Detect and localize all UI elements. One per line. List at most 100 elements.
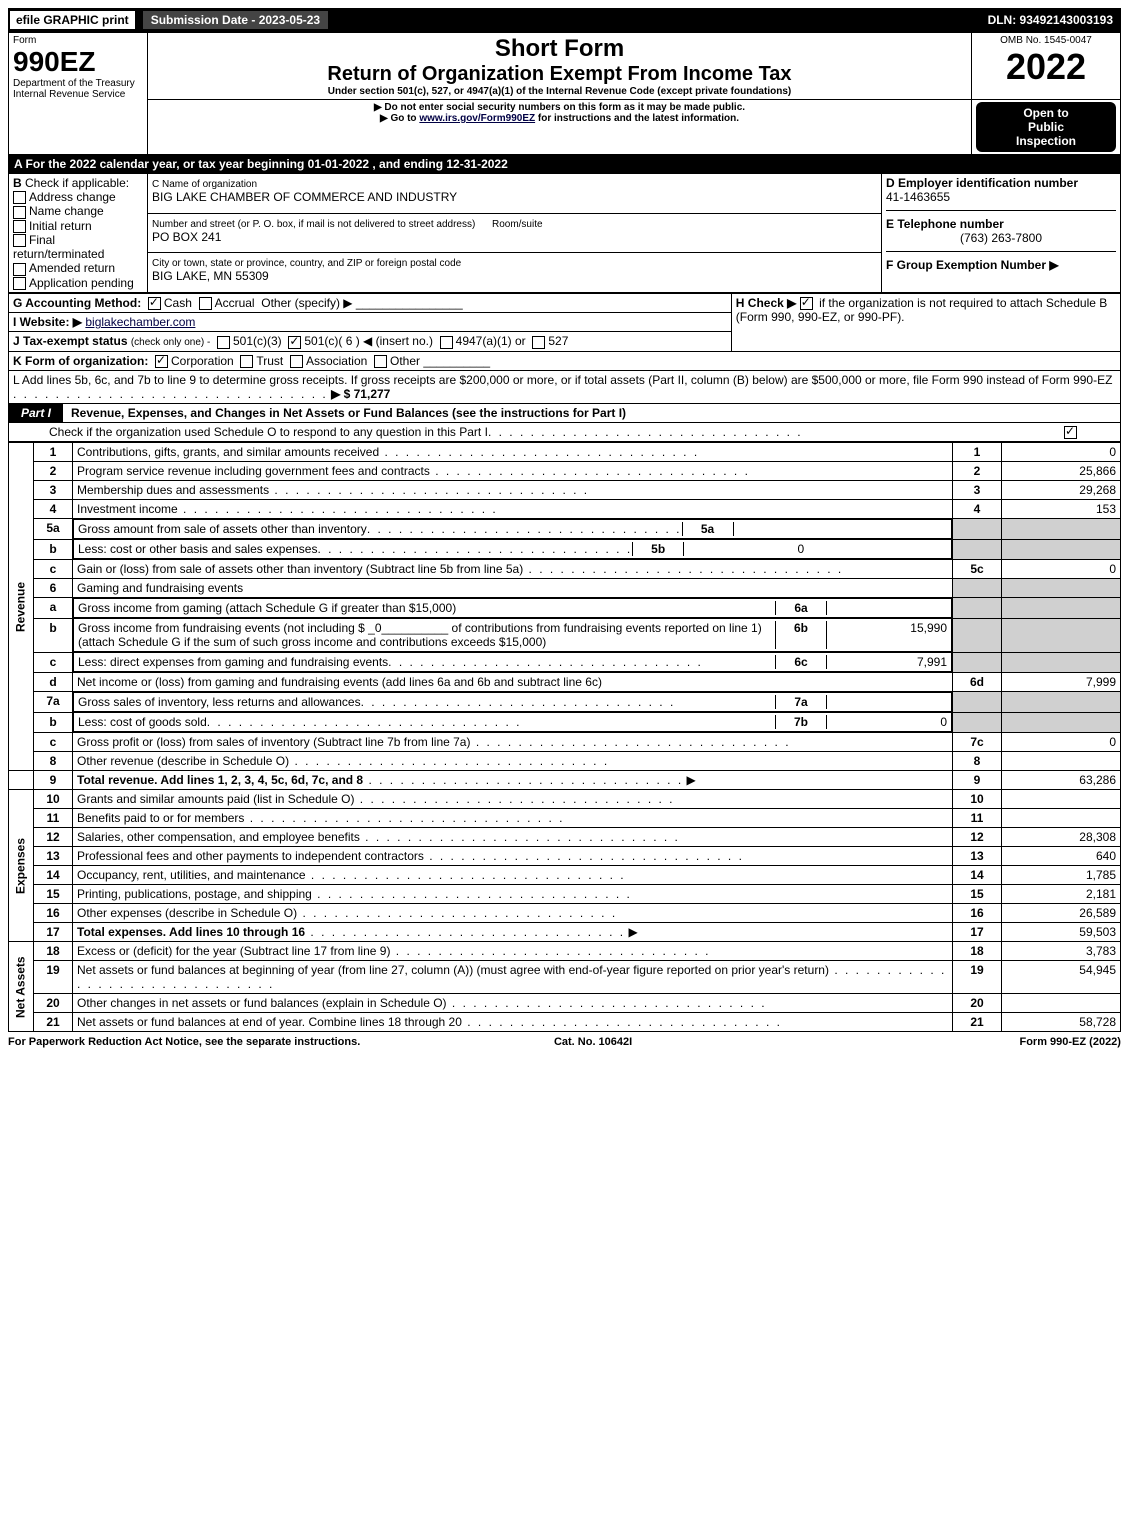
line-3-amt: 29,268 bbox=[1002, 481, 1121, 500]
return-title: Return of Organization Exempt From Incom… bbox=[152, 63, 967, 86]
check-if-applicable: Check if applicable: bbox=[25, 176, 129, 190]
ein-value: 41-1463655 bbox=[886, 190, 1116, 204]
box-h-label: H Check ▶ bbox=[736, 296, 797, 310]
checkbox-addr-change[interactable] bbox=[13, 191, 26, 204]
line-5b-desc: Less: cost or other basis and sales expe… bbox=[78, 542, 317, 556]
line-16-box: 16 bbox=[953, 904, 1002, 923]
checkbox-initial[interactable] bbox=[13, 220, 26, 233]
line-6a-inneramt bbox=[827, 601, 947, 615]
checkbox-trust[interactable] bbox=[240, 355, 253, 368]
line-3-desc: Membership dues and assessments bbox=[77, 483, 269, 497]
under-section: Under section 501(c), 527, or 4947(a)(1)… bbox=[152, 86, 967, 97]
line-17-num: 17 bbox=[34, 923, 73, 942]
accounting-table: G Accounting Method: Cash Accrual Other … bbox=[8, 293, 1121, 352]
final-return-label: Final return/terminated bbox=[13, 233, 104, 261]
line-19-desc: Net assets or fund balances at beginning… bbox=[77, 963, 829, 977]
dln-number: DLN: 93492143003193 bbox=[988, 13, 1121, 27]
line-6b-inneramt: 15,990 bbox=[827, 621, 947, 649]
checkbox-other-org[interactable] bbox=[374, 355, 387, 368]
line-18-num: 18 bbox=[34, 942, 73, 961]
line-4-num: 4 bbox=[34, 500, 73, 519]
line-11-desc: Benefits paid to or for members bbox=[77, 811, 244, 825]
line-16-amt: 26,589 bbox=[1002, 904, 1121, 923]
line-20-box: 20 bbox=[953, 994, 1002, 1013]
assoc-label: Association bbox=[306, 354, 367, 368]
no-ssn-note: ▶ Do not enter social security numbers o… bbox=[152, 102, 967, 113]
expenses-section-label: Expenses bbox=[9, 790, 34, 942]
name-change-label: Name change bbox=[29, 204, 104, 218]
line-5c-amt: 0 bbox=[1002, 560, 1121, 579]
opt-501c: 501(c)( 6 ) ◀ (insert no.) bbox=[304, 334, 433, 348]
accrual-label: Accrual bbox=[215, 296, 255, 310]
line-6d-desc: Net income or (loss) from gaming and fun… bbox=[77, 675, 602, 689]
checkbox-501c3[interactable] bbox=[217, 336, 230, 349]
line-6a-desc: Gross income from gaming (attach Schedul… bbox=[78, 601, 456, 615]
line-4-box: 4 bbox=[953, 500, 1002, 519]
room-label: Room/suite bbox=[492, 219, 543, 230]
website-link[interactable]: biglakechamber.com bbox=[85, 315, 195, 329]
corp-label: Corporation bbox=[171, 354, 234, 368]
checkbox-assoc[interactable] bbox=[290, 355, 303, 368]
line-8-amt bbox=[1002, 752, 1121, 771]
line-13-desc: Professional fees and other payments to … bbox=[77, 849, 424, 863]
efile-label[interactable]: efile GRAPHIC print bbox=[8, 9, 137, 31]
line-13-box: 13 bbox=[953, 847, 1002, 866]
irs-url[interactable]: www.irs.gov/Form990EZ bbox=[419, 113, 535, 124]
checkbox-527[interactable] bbox=[532, 336, 545, 349]
box-b-label: B bbox=[13, 176, 22, 190]
line-15-desc: Printing, publications, postage, and shi… bbox=[77, 887, 312, 901]
line-15-box: 15 bbox=[953, 885, 1002, 904]
open-to-label: Open to bbox=[980, 106, 1112, 120]
line-13-amt: 640 bbox=[1002, 847, 1121, 866]
line-5a-innerbox: 5a bbox=[682, 522, 734, 536]
line-21-amt: 58,728 bbox=[1002, 1013, 1121, 1032]
checkbox-final[interactable] bbox=[13, 234, 26, 247]
checkbox-name-change[interactable] bbox=[13, 206, 26, 219]
line-19-amt: 54,945 bbox=[1002, 961, 1121, 994]
line-6d-amt: 7,999 bbox=[1002, 673, 1121, 692]
checkbox-schedule-o[interactable] bbox=[1064, 426, 1077, 439]
line-10-box: 10 bbox=[953, 790, 1002, 809]
checkbox-h[interactable] bbox=[800, 297, 813, 310]
line-9-num: 9 bbox=[34, 771, 73, 790]
street-label: Number and street (or P. O. box, if mail… bbox=[152, 219, 475, 230]
line-7c-desc: Gross profit or (loss) from sales of inv… bbox=[77, 735, 470, 749]
form-word: Form bbox=[13, 35, 143, 46]
checkbox-app-pending[interactable] bbox=[13, 277, 26, 290]
check-o-text: Check if the organization used Schedule … bbox=[49, 425, 488, 439]
form-number: 990EZ bbox=[13, 46, 143, 78]
line-19-box: 19 bbox=[953, 961, 1002, 994]
checkbox-accrual[interactable] bbox=[199, 297, 212, 310]
line-17-amt: 59,503 bbox=[1002, 923, 1121, 942]
part1-label: Part I bbox=[9, 404, 63, 422]
line-11-num: 11 bbox=[34, 809, 73, 828]
box-k: K Form of organization: Corporation Trus… bbox=[8, 352, 1121, 371]
line-17-box: 17 bbox=[953, 923, 1002, 942]
line-7a-num: 7a bbox=[34, 692, 73, 713]
part1-header: Part I Revenue, Expenses, and Changes in… bbox=[8, 404, 1121, 423]
line-11-box: 11 bbox=[953, 809, 1002, 828]
line-6c-num: c bbox=[34, 652, 73, 673]
checkbox-4947[interactable] bbox=[440, 336, 453, 349]
checkbox-amended[interactable] bbox=[13, 263, 26, 276]
checkbox-501c[interactable] bbox=[288, 336, 301, 349]
app-pending-label: Application pending bbox=[29, 276, 134, 290]
line-7c-num: c bbox=[34, 733, 73, 752]
checkbox-cash[interactable] bbox=[148, 297, 161, 310]
line-5b-inneramt: 0 bbox=[684, 542, 804, 556]
line-5c-num: c bbox=[34, 560, 73, 579]
line-4-desc: Investment income bbox=[77, 502, 178, 516]
line-15-amt: 2,181 bbox=[1002, 885, 1121, 904]
part1-title: Revenue, Expenses, and Changes in Net As… bbox=[71, 406, 626, 420]
line-5a-num: 5a bbox=[34, 519, 73, 540]
goto-link[interactable]: ▶ Go to www.irs.gov/Form990EZ for instru… bbox=[152, 113, 967, 124]
line-6c-desc: Less: direct expenses from gaming and fu… bbox=[78, 655, 388, 669]
box-i-label: I Website: ▶ bbox=[13, 315, 82, 329]
checkbox-corp[interactable] bbox=[155, 355, 168, 368]
top-bar: efile GRAPHIC print Submission Date - 20… bbox=[8, 8, 1121, 32]
line-6a-innerbox: 6a bbox=[775, 601, 827, 615]
line-9-box: 9 bbox=[953, 771, 1002, 790]
other-specify-label: Other (specify) ▶ bbox=[261, 296, 352, 310]
line-6c-innerbox: 6c bbox=[775, 655, 827, 669]
part1-check-o: Check if the organization used Schedule … bbox=[8, 423, 1121, 442]
